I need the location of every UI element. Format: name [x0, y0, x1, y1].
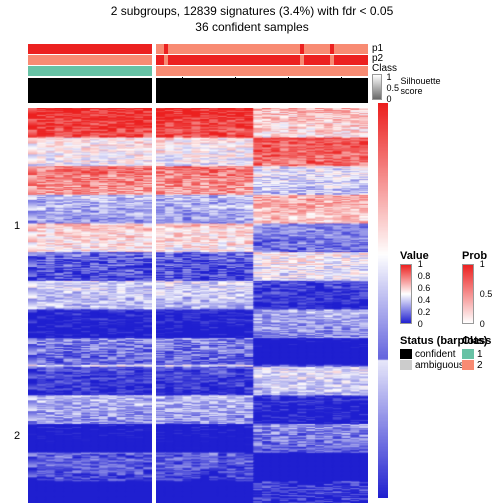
value-legend: Value 1 0.8 0.6 0.4 0.2 0: [400, 250, 429, 324]
class-legend: Class 12: [462, 335, 491, 371]
silhouette-legend: 1 0.5 0 Silhouette score: [372, 74, 437, 100]
prob-legend: Prob 1 0.5 0: [462, 250, 487, 324]
p2-annotation: [28, 55, 368, 65]
heatmap: [28, 108, 368, 503]
row-group-1-label: 1: [14, 220, 20, 232]
class-annotation: [28, 66, 368, 76]
plot-title: 2 subgroups, 12839 signatures (3.4%) wit…: [0, 0, 504, 35]
p1-annotation: [28, 44, 368, 54]
row-group-2-label: 2: [14, 430, 20, 442]
silhouette-bars: [28, 77, 368, 103]
annotation-labels: p1 p2 Class: [372, 44, 397, 74]
plot-area: [28, 44, 368, 498]
row-summary-strip: [378, 103, 388, 498]
